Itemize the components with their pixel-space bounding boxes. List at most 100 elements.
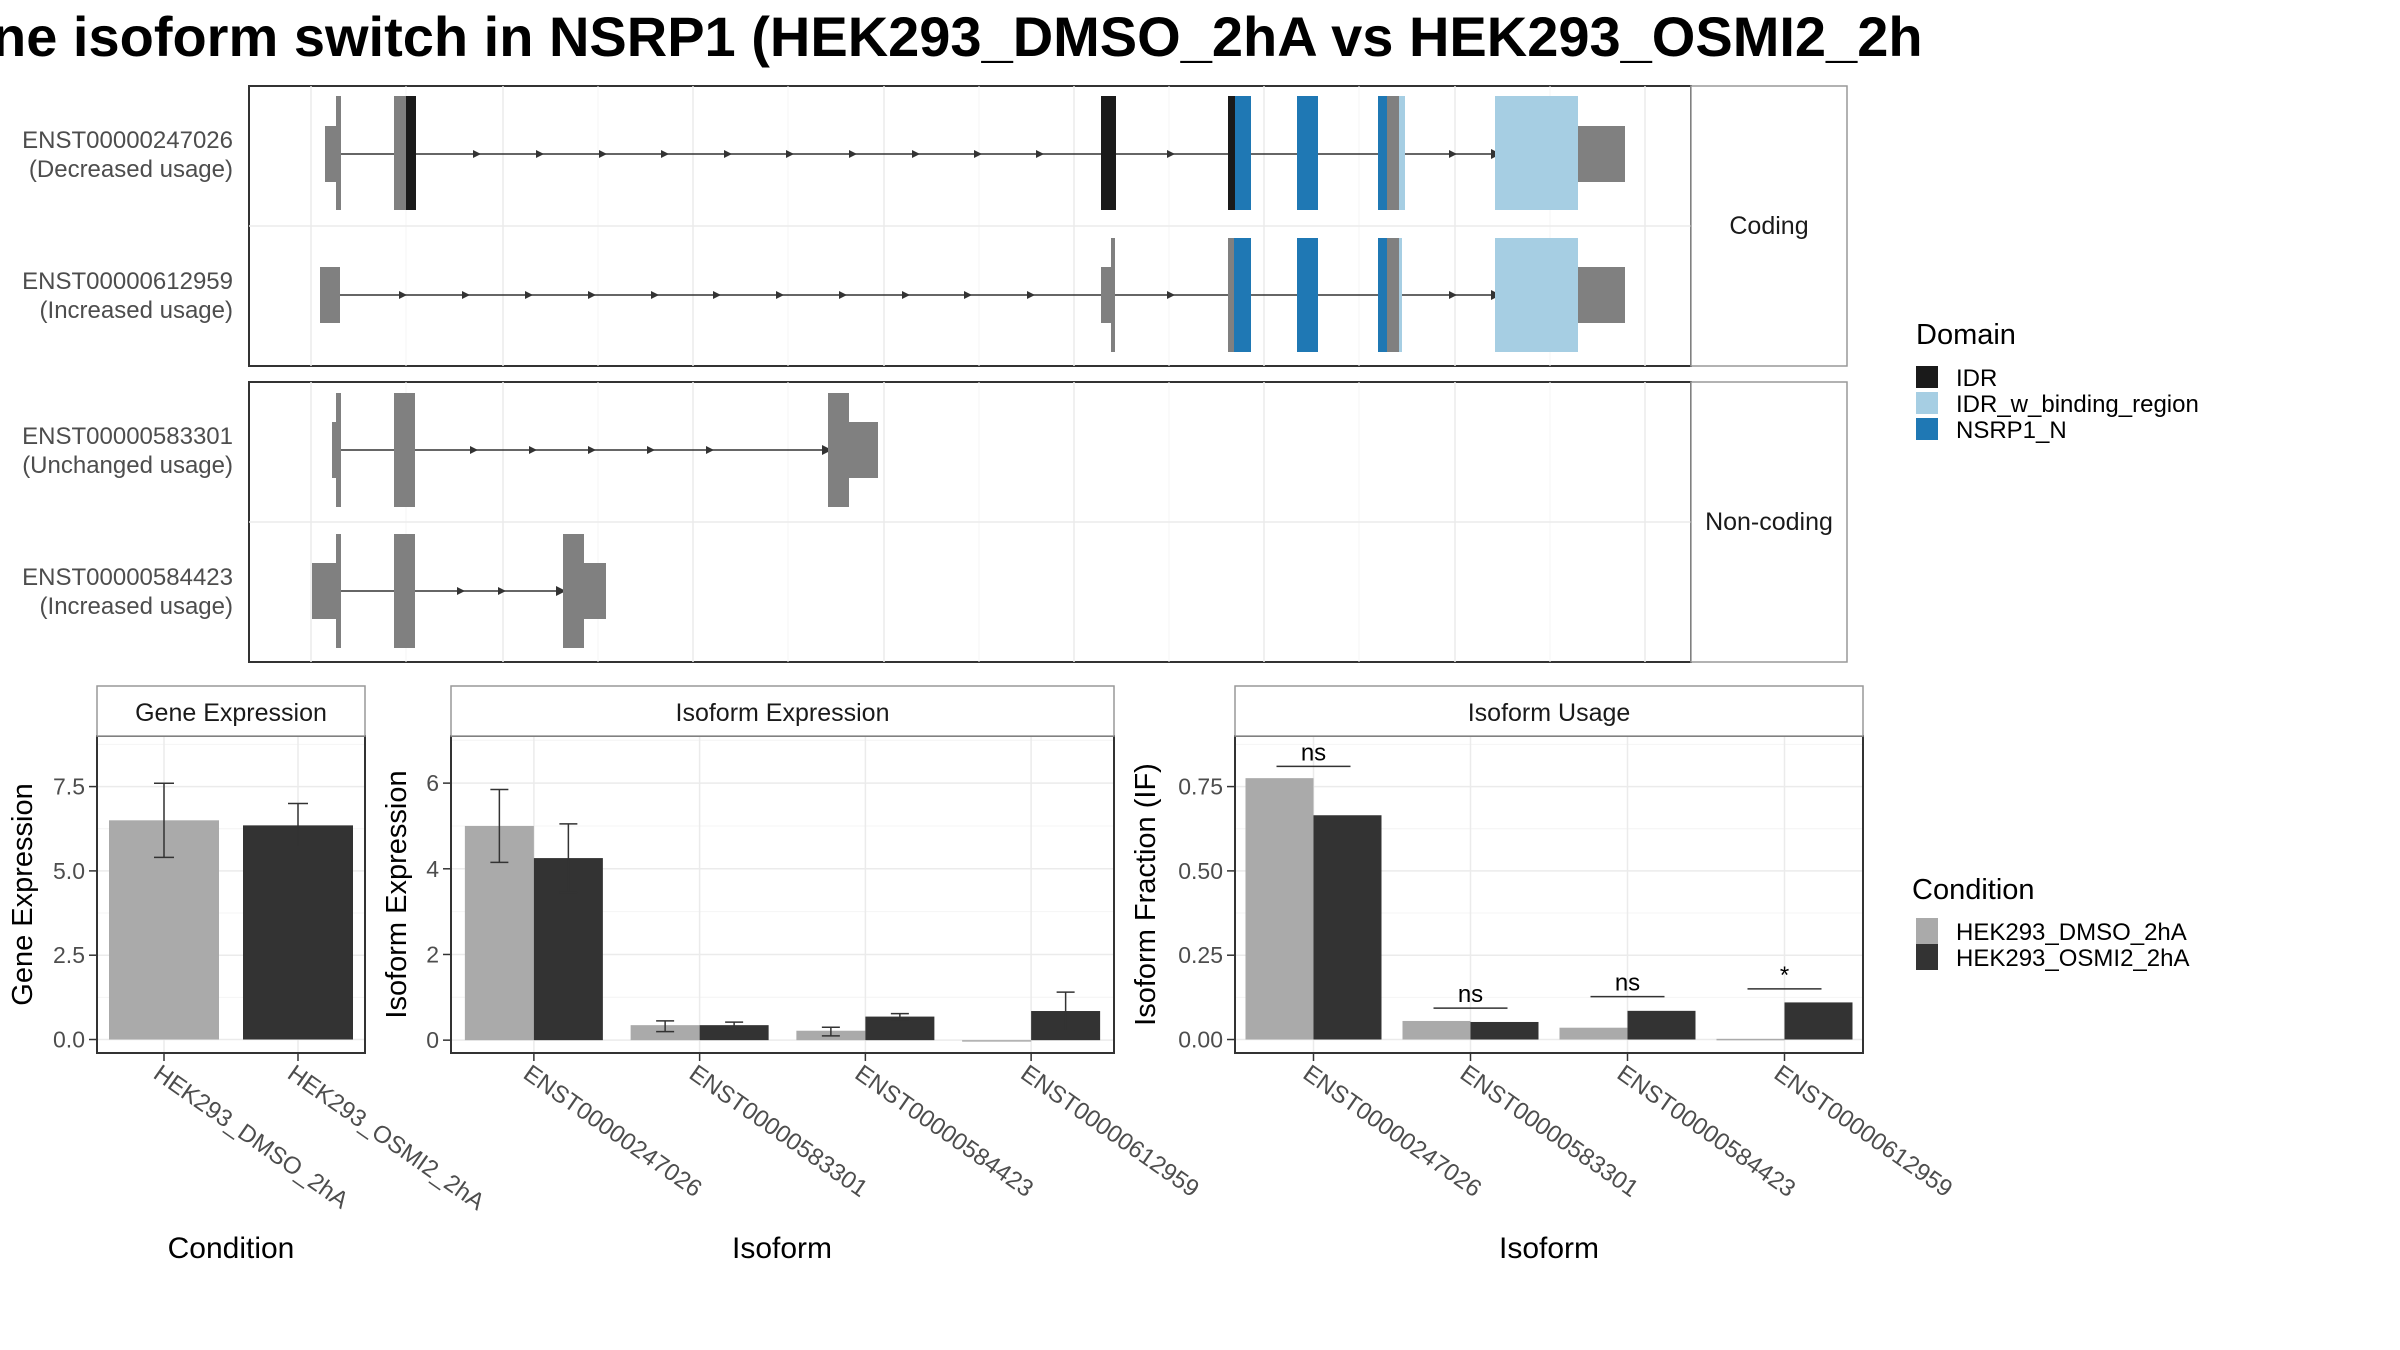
isoform-label-id: ENST00000584423 (22, 564, 233, 591)
coding-strip-label: Coding (1729, 212, 1808, 240)
isoform-label-note: (Increased usage) (40, 593, 233, 620)
noncoding-panel-grid (249, 382, 1691, 662)
legend-label-idr-binding: IDR_w_binding_region (1956, 391, 2199, 418)
significance-label: * (1780, 962, 1789, 989)
bar-hek293-osmi2-2ha-enst00000583301 (699, 1025, 769, 1041)
exon (394, 393, 415, 507)
legend-key-dmso (1916, 918, 1938, 944)
exon (848, 422, 878, 478)
exon-nsrp1-n (1378, 238, 1387, 352)
bar-hek293-dmso-2ha-enst00000583301 (1402, 1020, 1471, 1040)
x-axis-title: Isoform (1499, 1232, 1599, 1265)
bar-hek293-dmso-2ha-enst00000584423 (1559, 1027, 1628, 1040)
noncoding-panel: Non-coding (248, 381, 1848, 663)
domain-legend: Domain IDR IDR_w_binding_region NSRP1_N (1916, 319, 2199, 444)
intron-arrows (470, 445, 832, 455)
y-tick-label: 5.0 (53, 858, 85, 884)
bar-hek293-dmso-2ha-enst00000583301 (630, 1025, 700, 1041)
exon (336, 96, 341, 210)
noncoding-strip-label: Non-coding (1705, 508, 1833, 536)
legend-label-idr: IDR (1956, 365, 1997, 392)
isoform-track-enst00000247026 (325, 96, 1625, 210)
exon (1387, 238, 1399, 352)
bar-hek293-dmso-2ha-enst00000612959 (962, 1040, 1032, 1042)
isoform-track-enst00000583301 (332, 393, 878, 507)
intron-arrows (473, 149, 1501, 159)
y-axis-title: Isoform Fraction (IF) (1130, 763, 1162, 1026)
exon (583, 563, 606, 619)
bar-hek293-osmi2-2ha (243, 825, 353, 1040)
y-axis-title: Isoform Expression (381, 770, 413, 1018)
y-tick-label: 0.50 (1178, 858, 1223, 884)
legend-key-nsrp1-n (1916, 418, 1938, 440)
panel-strip (1234, 685, 1864, 737)
exon (394, 96, 406, 210)
bar-hek293-osmi2-2ha-enst00000584423 (865, 1016, 935, 1041)
coding-panel-grid (249, 86, 1691, 366)
legend-label-osmi2: HEK293_OSMI2_2hA (1956, 945, 2189, 972)
exon-idr-binding (1399, 96, 1405, 210)
exon-nsrp1-n (1297, 96, 1318, 210)
isoform-label-id: ENST00000612959 (22, 268, 233, 295)
legend-key-osmi2 (1916, 944, 1938, 970)
isoform-track-enst00000584423 (312, 534, 606, 648)
bar-hek293-dmso-2ha-enst00000247026 (1245, 778, 1314, 1040)
y-axis-title: Gene Expression (7, 783, 39, 1005)
exon-nsrp1-n (1234, 238, 1251, 352)
exon (563, 534, 584, 648)
significance-label: ns (1615, 970, 1640, 997)
exon-idr-binding (1399, 238, 1402, 352)
isoform-label-id: ENST00000583301 (22, 423, 233, 450)
exon (1578, 267, 1625, 323)
panel-strip-title: Isoform Expression (676, 699, 890, 727)
legend-label-dmso: HEK293_DMSO_2hA (1956, 919, 2187, 946)
isoform-structure: Coding (22, 85, 1848, 663)
intron-arrows (399, 290, 1501, 300)
panel-strip (450, 685, 1115, 737)
y-tick-label: 2.5 (53, 942, 85, 968)
exon-idr (1101, 96, 1116, 210)
exon (1228, 238, 1234, 352)
exon (394, 534, 415, 648)
panel-strip-title: Isoform Usage (1468, 699, 1631, 727)
isoform-label-id: ENST00000247026 (22, 127, 233, 154)
exon-idr-binding (1495, 238, 1578, 352)
exon-idr-binding (1495, 96, 1578, 210)
isoform-label-note: (Increased usage) (40, 297, 233, 324)
exon (1111, 238, 1115, 352)
exon (1387, 96, 1399, 210)
exon-nsrp1-n (1297, 238, 1318, 352)
figure-title: ne isoform switch in NSRP1 (HEK293_DMSO_… (0, 5, 1923, 68)
exon (312, 563, 336, 619)
bar-hek293-osmi2-2ha-enst00000583301 (1470, 1021, 1539, 1040)
bar-hek293-dmso-2ha-enst00000612959 (1716, 1038, 1785, 1041)
significance-label: ns (1458, 981, 1483, 1008)
legend-label-nsrp1-n: NSRP1_N (1956, 417, 2067, 444)
bar-hek293-osmi2-2ha-enst00000584423 (1627, 1010, 1696, 1040)
y-tick-label: 0.25 (1178, 942, 1223, 968)
exon (336, 534, 341, 648)
y-tick-label: 2 (426, 941, 439, 967)
bar-hek293-osmi2-2ha-enst00000612959 (1784, 1002, 1853, 1040)
y-tick-label: 0.75 (1178, 774, 1223, 800)
intron-arrows (457, 586, 566, 596)
x-axis-title: Condition (168, 1232, 295, 1265)
x-axis-title: Isoform (732, 1232, 832, 1265)
y-tick-label: 0 (426, 1027, 439, 1053)
y-tick-label: 0.00 (1178, 1027, 1223, 1053)
exon (325, 126, 339, 182)
coding-strip (1690, 85, 1848, 367)
y-tick-label: 0.0 (53, 1027, 85, 1053)
isoform-track-enst00000612959 (320, 238, 1625, 352)
exon-nsrp1-n (1235, 96, 1251, 210)
panel-strip-title: Gene Expression (135, 699, 327, 727)
exon (332, 422, 338, 478)
y-tick-label: 4 (426, 856, 439, 882)
condition-legend: Condition HEK293_DMSO_2hA HEK293_OSMI2_2… (1912, 874, 2189, 972)
legend-key-idr (1916, 366, 1938, 388)
exon (1101, 267, 1113, 323)
y-tick-label: 6 (426, 770, 439, 796)
legend-key-idr-binding (1916, 392, 1938, 414)
exon-idr (406, 96, 416, 210)
